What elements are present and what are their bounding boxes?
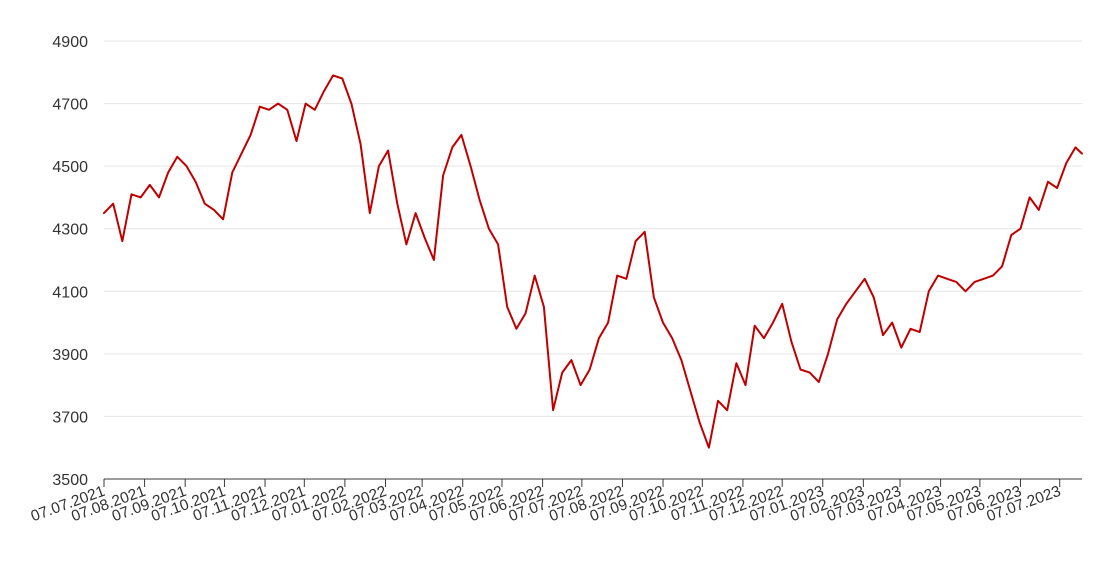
series-line (103, 74, 1083, 449)
y-tick-label: 4900 (52, 34, 88, 51)
x-tick-label: 07.07.2023 (984, 483, 1063, 526)
y-tick-label: 3700 (52, 409, 88, 426)
x-axis-tick-labels: 07.07.202107.08.202107.09.202107.10.2021… (29, 483, 1063, 526)
axes (103, 478, 1082, 487)
y-tick-label: 4300 (52, 222, 88, 239)
y-tick-label: 4700 (52, 97, 88, 114)
gridlines (104, 40, 1082, 417)
y-tick-label: 3500 (52, 472, 88, 489)
y-tick-label: 4100 (52, 284, 88, 301)
y-axis-tick-labels: 3500 3700 3900 4100 4300 4500 4700 4900 (52, 34, 88, 489)
series-layer (103, 74, 1083, 449)
y-tick-label: 3900 (52, 347, 88, 364)
y-tick-label: 4500 (52, 159, 88, 176)
